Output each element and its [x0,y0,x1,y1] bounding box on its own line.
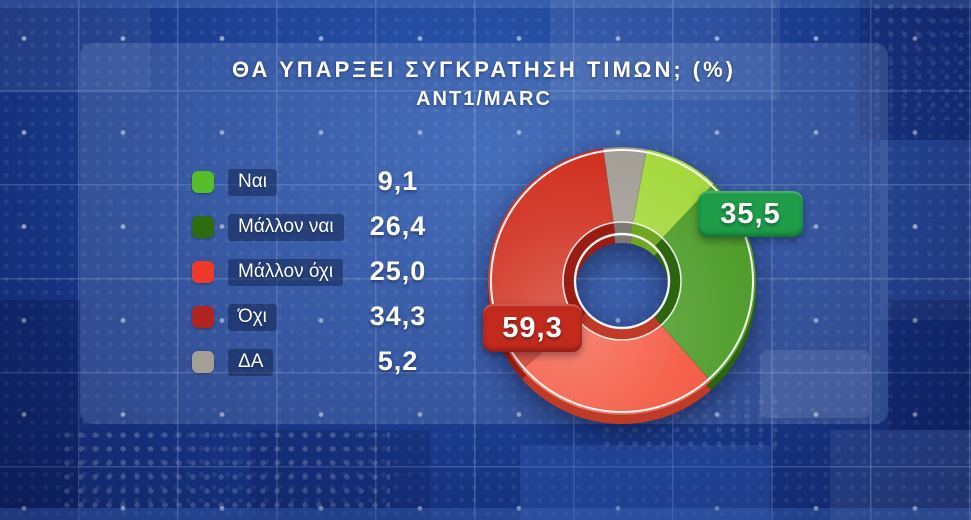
donut-wall-ring [562,221,682,341]
legend-value: 25,0 [369,256,427,286]
mosaic-patch [889,300,971,430]
donut-inner-wall-slice-0 [630,223,663,247]
mosaic-patch [250,430,430,520]
donut-hole-ring [573,232,671,330]
legend-row: Μάλλον όχι 25,0 [192,256,442,286]
donut-outer-ring [490,149,754,413]
donut-chart [487,146,757,424]
legend-row: Ναι 9,1 [192,166,442,196]
donut-inner-wall-slice-3 [563,222,616,321]
donut-inner-wall-slice-2 [577,312,662,340]
legend-value: 9,1 [377,166,419,196]
legend-row: Μάλλον ναι 26,4 [192,211,442,241]
callout-badge-red: 59,3 [483,304,582,352]
mosaic-patch [520,445,770,520]
chart-legend: Ναι 9,1 Μάλλον ναι 26,4 Μάλλον όχι 25,0 … [192,166,442,395]
legend-swatch-ochi [192,306,214,328]
chart-source-label: ANT1/MARC [416,88,552,110]
donut-highlight [488,147,757,415]
legend-row: Όχι 34,3 [192,301,442,331]
legend-label: Μάλλον ναι [228,213,344,241]
callout-badge-green: 35,5 [698,191,803,237]
mosaic-patch [830,430,971,520]
legend-label: Μάλλον όχι [228,258,344,286]
mosaic-patch [880,140,971,320]
legend-value: 5,2 [377,346,419,376]
legend-label: ΔΑ [228,348,274,376]
mosaic-patch [0,0,971,8]
chart-title: ΘΑ ΥΠΑΡΞΕΙ ΣΥΓΚΡΑΤΗΣΗ ΤΙΜΩΝ; (%) [232,57,736,82]
mosaic-patch [0,508,971,520]
mosaic-dot-cluster [60,428,390,513]
legend-label: Ναι [228,168,277,196]
donut-inner-wall-slice-4 [613,222,633,235]
mosaic-patch [0,300,80,520]
legend-label: Όχι [228,303,277,331]
donut-inner-wall-slice-1 [653,238,682,326]
legend-value: 26,4 [369,211,427,241]
legend-swatch-mallon-ochi [192,261,214,283]
legend-swatch-nai [192,171,214,193]
legend-value: 34,3 [369,301,427,331]
legend-swatch-mallon-nai [192,216,214,238]
chart-header: ΘΑ ΥΠΑΡΞΕΙ ΣΥΓΚΡΑΤΗΣΗ ΤΙΜΩΝ; (%) ANT1/MA… [80,56,888,111]
legend-swatch-da [192,351,214,373]
legend-row: ΔΑ 5,2 [192,346,442,376]
